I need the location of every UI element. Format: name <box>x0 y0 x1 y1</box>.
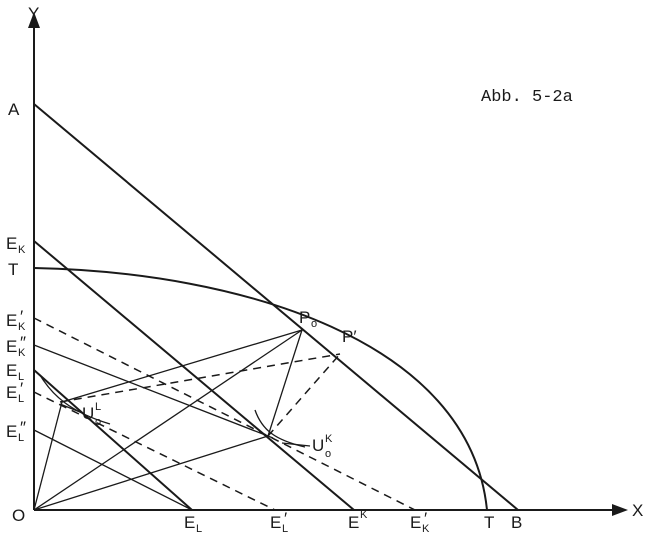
svg-text:K: K <box>422 523 430 535</box>
svg-text:o: o <box>325 448 331 460</box>
svg-text:P: P <box>299 308 310 327</box>
svg-text:U: U <box>82 404 94 423</box>
svg-text:L: L <box>282 523 288 535</box>
y-label-EL: E L <box>6 361 24 383</box>
svg-text:′: ′ <box>424 509 427 528</box>
svg-text:L: L <box>18 393 24 405</box>
origin-label: O <box>12 506 25 525</box>
x-label-EL: E L <box>184 513 202 535</box>
svg-text:L: L <box>18 432 24 444</box>
svg-text:K: K <box>18 347 26 359</box>
edge-UL-to-P0 <box>61 329 303 403</box>
svg-text:U: U <box>312 436 324 455</box>
x-label-B: B <box>511 513 522 532</box>
svg-text:E: E <box>6 311 17 330</box>
svg-text:o: o <box>311 318 317 330</box>
svg-text:L: L <box>196 523 202 535</box>
y-label-T: T <box>8 260 18 279</box>
svg-text:E: E <box>6 337 17 356</box>
y-label-EK1: E K ′ <box>6 307 26 333</box>
svg-text:K: K <box>18 244 26 256</box>
x-axis-label: X <box>632 501 643 520</box>
x-axis-arrow <box>612 504 628 516</box>
svg-text:′: ′ <box>284 509 287 528</box>
svg-text:E: E <box>6 361 17 380</box>
svg-text:L: L <box>95 401 101 413</box>
budget-line-AB <box>33 103 519 511</box>
point-label-P1: P′ <box>342 327 357 346</box>
y-axis-label: Y <box>28 4 39 23</box>
svg-text:K: K <box>360 509 368 521</box>
indifference-curve-UL <box>39 374 111 425</box>
svg-text:K: K <box>325 433 333 445</box>
y-label-EK: E K <box>6 234 26 256</box>
y-label-EK2: E K ″ <box>6 333 26 359</box>
svg-text:′: ′ <box>20 307 23 326</box>
x-label-EL1: E L ′ <box>270 509 288 535</box>
ray-to-UL-point <box>33 401 63 511</box>
x-label-EK1: E K ′ <box>410 509 430 535</box>
pointer-UK <box>281 442 311 447</box>
y-label-EL2: E L ″ <box>6 418 26 444</box>
svg-text:E: E <box>410 513 421 532</box>
line-EL2 <box>33 429 193 511</box>
indifference-curve-UK <box>254 409 306 448</box>
edge-UK-to-P0 <box>267 329 303 437</box>
ray-to-P0 <box>33 329 303 511</box>
svg-text:E: E <box>184 513 195 532</box>
svg-text:″: ″ <box>20 418 26 437</box>
dashed-line-EK1 <box>33 317 416 511</box>
transformation-curve <box>33 267 488 511</box>
x-label-T: T <box>484 513 494 532</box>
curve-label-UL: U o L <box>82 401 101 428</box>
svg-text:E: E <box>6 383 17 402</box>
budget-line-EL <box>33 369 193 511</box>
curve-label-UK: U o K <box>312 433 333 460</box>
figure-caption: Abb. 5-2a <box>481 88 573 107</box>
svg-text:E: E <box>6 234 17 253</box>
ray-to-UK-point <box>33 435 269 511</box>
svg-text:E: E <box>348 513 359 532</box>
svg-text:′: ′ <box>20 379 23 398</box>
svg-text:E: E <box>6 422 17 441</box>
dashed-line-EL1 <box>33 391 276 511</box>
dashed-line-to-P1 <box>59 353 341 403</box>
svg-text:″: ″ <box>20 333 26 352</box>
y-axis-arrow <box>28 12 40 28</box>
svg-text:L: L <box>18 371 24 383</box>
x-label-EK: E K <box>348 509 368 532</box>
svg-text:o: o <box>95 416 101 428</box>
dashed-line-P1-UK <box>267 353 341 437</box>
pointer-UL <box>59 403 81 413</box>
line-EK2 <box>33 344 274 439</box>
y-label-A: A <box>8 100 20 119</box>
svg-text:K: K <box>18 321 26 333</box>
budget-line-EK <box>33 240 355 511</box>
point-label-P0: P o <box>299 308 317 330</box>
y-label-EL1: E L ′ <box>6 379 24 405</box>
svg-text:E: E <box>270 513 281 532</box>
